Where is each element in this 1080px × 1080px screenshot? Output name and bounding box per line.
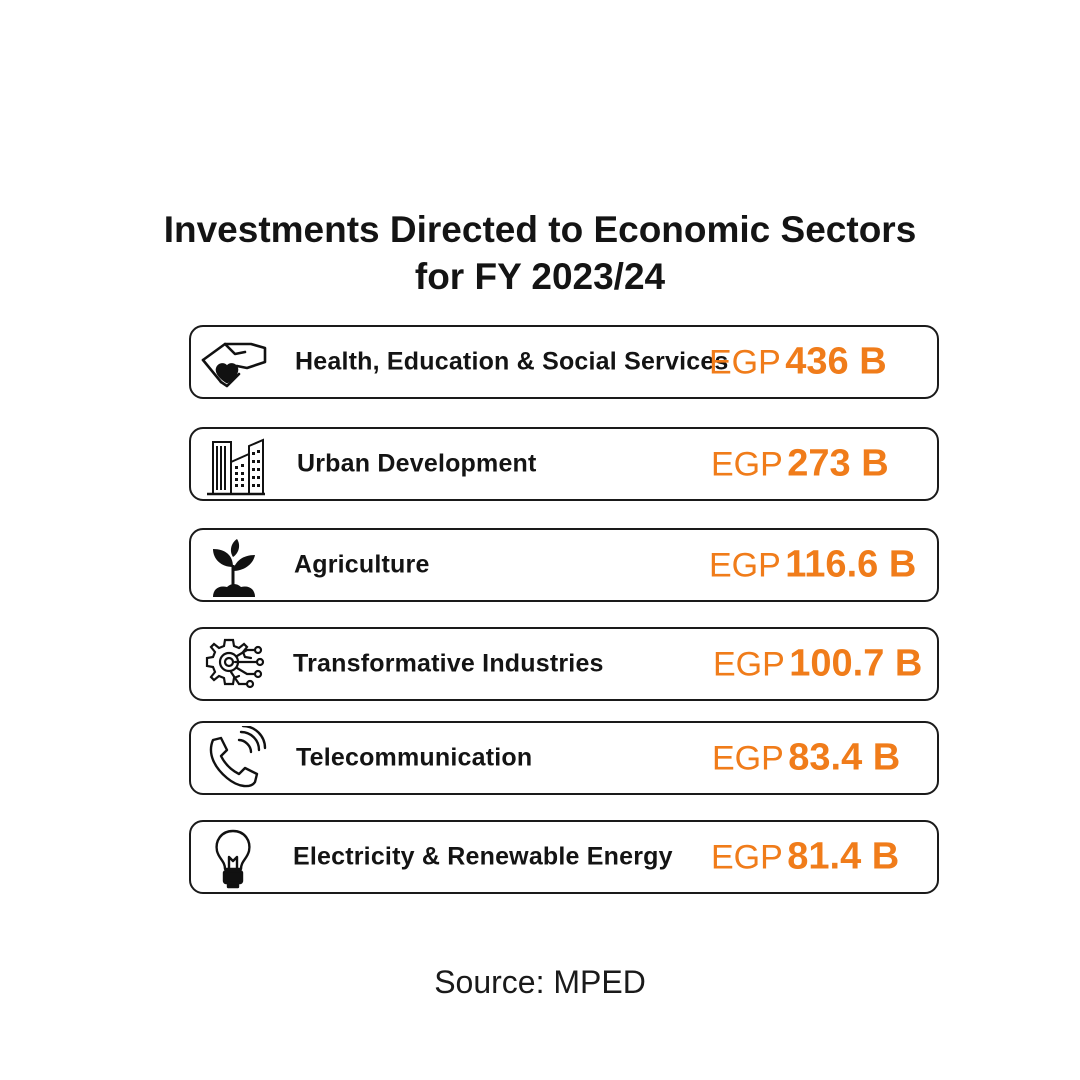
sector-value: 100.7 B xyxy=(789,642,923,685)
buildings-icon xyxy=(199,432,267,496)
sprout-icon xyxy=(199,533,267,597)
sector-value: 436 B xyxy=(785,340,887,383)
sector-label: Agriculture xyxy=(294,550,430,579)
lightbulb-icon xyxy=(199,825,267,889)
title-line-2: for FY 2023/24 xyxy=(414,256,666,297)
sector-value: 83.4 B xyxy=(788,736,901,779)
currency-label: EGP xyxy=(709,343,781,382)
sector-amount: EGP 83.4 B xyxy=(712,737,900,780)
sector-amount: EGP 436 B xyxy=(709,341,887,384)
phone-signal-icon xyxy=(199,726,267,790)
sector-amount: EGP 273 B xyxy=(711,443,889,486)
currency-label: EGP xyxy=(712,739,784,778)
sector-amount: EGP 81.4 B xyxy=(711,836,899,879)
sector-card-telecom: Telecommunication EGP 83.4 B xyxy=(189,721,939,795)
gear-circuit-icon xyxy=(199,632,267,696)
sector-card-urban: Urban Development EGP 273 B xyxy=(189,427,939,501)
hand-heart-icon xyxy=(199,330,267,394)
sector-card-health: Health, Education & Social Services EGP … xyxy=(189,325,939,399)
title-line-1: Investments Directed to Economic Sectors xyxy=(163,209,917,250)
sector-card-agriculture: Agriculture EGP 116.6 B xyxy=(189,528,939,602)
sector-label: Health, Education & Social Services xyxy=(295,347,729,376)
sector-amount: EGP 116.6 B xyxy=(709,544,916,587)
sector-label: Telecommunication xyxy=(296,743,533,772)
currency-label: EGP xyxy=(709,546,781,585)
sector-card-industries: Transformative Industries EGP 100.7 B xyxy=(189,627,939,701)
sector-label: Urban Development xyxy=(297,449,537,478)
sector-value: 116.6 B xyxy=(785,543,917,586)
source-note: Source: MPED xyxy=(434,964,646,1000)
sector-card-electricity: Electricity & Renewable Energy EGP 81.4 … xyxy=(189,820,939,894)
sector-amount: EGP 100.7 B xyxy=(713,643,922,686)
currency-label: EGP xyxy=(711,838,783,877)
sector-label: Electricity & Renewable Energy xyxy=(293,842,673,871)
sector-value: 81.4 B xyxy=(787,835,900,878)
sector-label: Transformative Industries xyxy=(293,649,604,678)
sector-value: 273 B xyxy=(787,442,889,485)
currency-label: EGP xyxy=(711,445,783,484)
page-title: Investments Directed to Economic Sectors… xyxy=(0,206,1080,300)
currency-label: EGP xyxy=(713,645,785,684)
